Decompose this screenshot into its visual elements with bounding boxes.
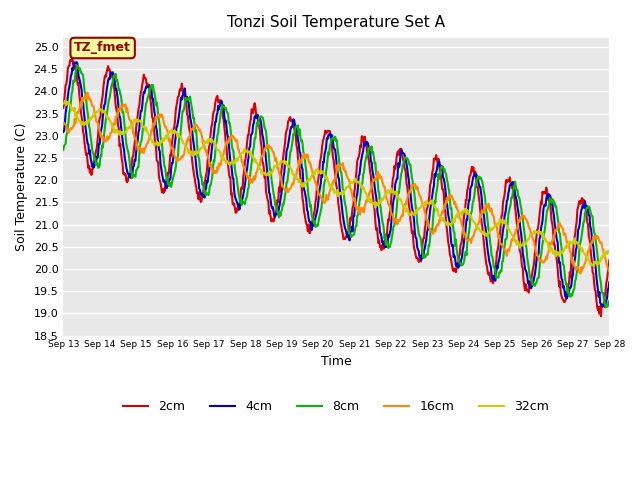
4cm	[403, 166, 411, 172]
8cm	[419, 255, 427, 261]
8cm	[74, 63, 81, 69]
32cm	[590, 263, 598, 269]
32cm	[211, 141, 218, 147]
Title: Tonzi Soil Temperature Set A: Tonzi Soil Temperature Set A	[227, 15, 445, 30]
4cm	[126, 171, 134, 177]
2cm	[419, 236, 427, 241]
4cm	[60, 129, 67, 135]
16cm	[126, 117, 134, 123]
8cm	[403, 156, 411, 161]
2cm	[126, 172, 134, 178]
4cm	[601, 304, 609, 310]
32cm	[419, 202, 427, 208]
8cm	[602, 304, 609, 310]
2cm	[68, 55, 76, 60]
Line: 16cm: 16cm	[63, 93, 609, 274]
32cm	[61, 97, 69, 103]
Y-axis label: Soil Temperature (C): Soil Temperature (C)	[15, 122, 28, 251]
16cm	[577, 271, 584, 276]
2cm	[597, 313, 605, 319]
32cm	[605, 249, 613, 255]
32cm	[70, 108, 78, 114]
16cm	[403, 195, 411, 201]
4cm	[182, 93, 189, 99]
16cm	[84, 90, 92, 96]
8cm	[60, 147, 67, 153]
X-axis label: Time: Time	[321, 355, 351, 368]
4cm	[605, 279, 613, 285]
2cm	[605, 257, 613, 263]
Text: TZ_fmet: TZ_fmet	[74, 41, 131, 55]
16cm	[419, 202, 427, 207]
Line: 4cm: 4cm	[63, 62, 609, 307]
8cm	[182, 95, 189, 101]
16cm	[69, 123, 77, 129]
16cm	[211, 168, 218, 173]
4cm	[419, 255, 427, 261]
Line: 32cm: 32cm	[63, 100, 609, 266]
16cm	[182, 144, 189, 150]
2cm	[60, 105, 67, 111]
2cm	[403, 184, 411, 190]
8cm	[69, 78, 77, 84]
2cm	[70, 62, 78, 68]
2cm	[211, 108, 218, 113]
4cm	[72, 60, 80, 65]
2cm	[182, 96, 189, 102]
Line: 8cm: 8cm	[63, 66, 609, 307]
8cm	[126, 165, 134, 170]
Legend: 2cm, 4cm, 8cm, 16cm, 32cm: 2cm, 4cm, 8cm, 16cm, 32cm	[118, 396, 554, 419]
4cm	[69, 67, 77, 73]
32cm	[403, 208, 411, 214]
32cm	[60, 101, 67, 107]
32cm	[126, 125, 134, 131]
16cm	[605, 269, 613, 275]
16cm	[60, 120, 67, 126]
8cm	[605, 298, 613, 304]
4cm	[211, 126, 218, 132]
Line: 2cm: 2cm	[63, 58, 609, 316]
8cm	[211, 159, 218, 165]
32cm	[182, 143, 189, 149]
